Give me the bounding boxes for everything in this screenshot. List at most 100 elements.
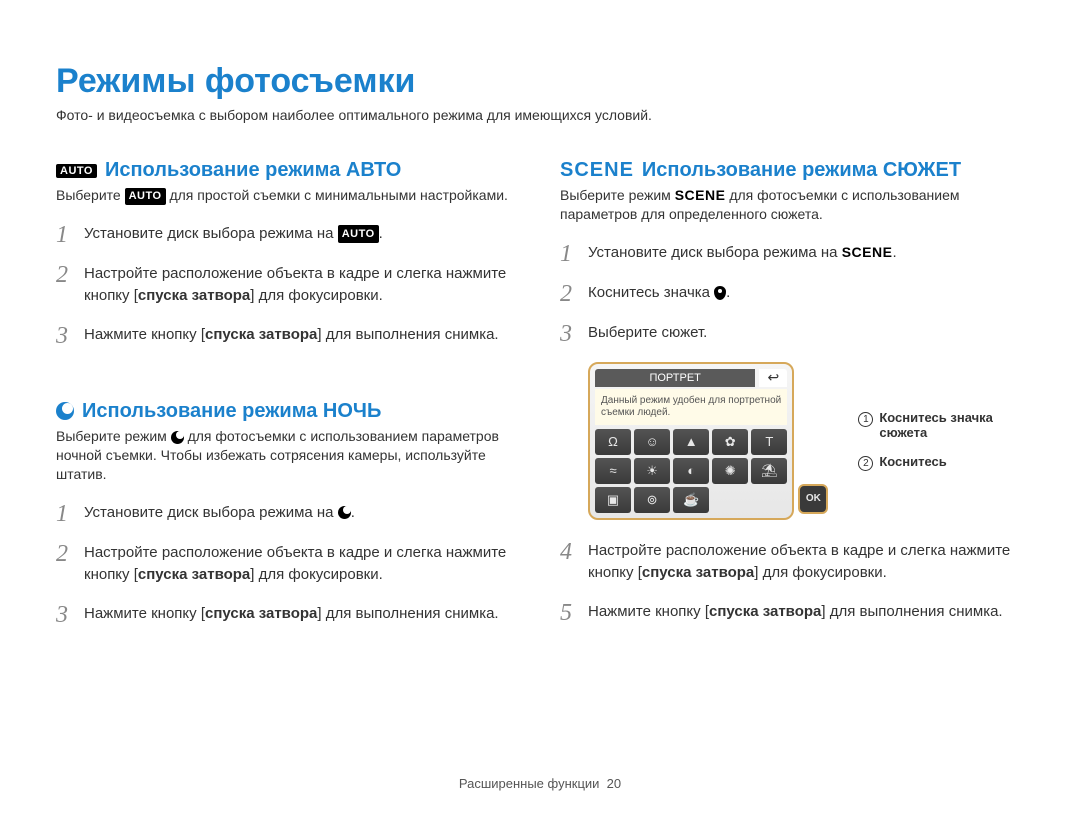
auto-intro: Выберите AUTO для простой съемки с миним… [56, 186, 520, 205]
night-step-3: 3 Нажмите кнопку [спуска затвора] для вы… [56, 603, 520, 627]
scene-intro: Выберите режим SCENE для фотосъемки с ис… [560, 186, 1024, 224]
scene-cell-frame[interactable]: ▣ [595, 487, 631, 513]
scene-step-5: 5 Нажмите кнопку [спуска затвора] для вы… [560, 601, 1024, 625]
step-text: Нажмите кнопку [спуска затвора] для выпо… [84, 324, 520, 347]
scene-grid: Ω ☺ ▲ ✿ T ≈ ☀ ◐ ✺ ⛱ ▣ ⊚ ☕ [595, 429, 787, 513]
scene-ui-panel: ПОРТРЕТ ↩ Данный режим удобен для портре… [588, 362, 1024, 520]
auto-badge: AUTO [56, 164, 97, 178]
circle-number-icon: 1 [858, 412, 873, 427]
scene-step1-pre: Установите диск выбора режима на [588, 244, 842, 261]
scene-step-1: 1 Установите диск выбора режима на SCENE… [560, 242, 1024, 266]
step-text: Настройте расположение объекта в кадре и… [588, 540, 1024, 585]
auto-step-1: 1 Установите диск выбора режима на AUTO. [56, 223, 520, 247]
step-text: Установите диск выбора режима на AUTO. [84, 223, 520, 246]
auto-intro-post: для простой съемки с минимальными настро… [166, 187, 508, 203]
section-auto: AUTO Использование режима АВТО Выберите … [56, 159, 520, 348]
page-footer: Расширенные функции 20 [0, 776, 1080, 791]
side-note-text: Коснитесь значка сюжета [879, 410, 1024, 440]
scene-cell-food[interactable]: ☕ [673, 487, 709, 513]
content-columns: AUTO Использование режима АВТО Выберите … [56, 159, 1024, 643]
scene-ui-desc: Данный режим удобен для портретной съемк… [595, 389, 787, 425]
step-number: 3 [560, 322, 578, 346]
scene-cell-landscape[interactable]: ▲ [673, 429, 709, 455]
step-number: 2 [56, 542, 74, 566]
ok-button[interactable]: OK [798, 484, 828, 514]
side-note-text: Коснитесь [879, 454, 946, 471]
side-note-1: 1 Коснитесь значка сюжета [858, 410, 1024, 440]
circle-number-icon: 2 [858, 456, 873, 471]
footer-page-number: 20 [607, 776, 621, 791]
side-note-2: 2 Коснитесь [858, 454, 1024, 471]
step-text: Настройте расположение объекта в кадре и… [84, 263, 520, 308]
scene-side-notes: 1 Коснитесь значка сюжета 2 Коснитесь [858, 410, 1024, 471]
scene-cell-empty [712, 487, 748, 513]
drop-icon [714, 286, 726, 300]
scene-ui-title: ПОРТРЕТ [595, 369, 755, 387]
step-number: 1 [56, 223, 74, 247]
scene-step-3: 3 Выберите сюжет. [560, 322, 1024, 346]
night-heading: Использование режима НОЧЬ [56, 400, 520, 423]
scene-step1-post: . [892, 244, 896, 261]
auto-step1-post: . [379, 225, 383, 242]
step-text: Установите диск выбора режима на . [84, 502, 520, 525]
scene-step-4: 4 Настройте расположение объекта в кадре… [560, 540, 1024, 585]
scene-cell-portrait[interactable]: Ω [595, 429, 631, 455]
bold-term: спуска затвора [138, 566, 250, 583]
step-number: 3 [56, 603, 74, 627]
scene-cell-backlight[interactable]: ◐ [673, 458, 709, 484]
back-icon[interactable]: ↩ [759, 369, 787, 387]
scene-cell-beach[interactable]: ⛱ [751, 458, 787, 484]
step-text: Нажмите кнопку [спуска затвора] для выпо… [84, 603, 520, 626]
scene-badge-icon: SCENE [675, 187, 726, 203]
bold-term: спуска затвора [709, 603, 821, 620]
night-step-1: 1 Установите диск выбора режима на . [56, 502, 520, 526]
moon-icon [171, 431, 184, 444]
step-text: Установите диск выбора режима на SCENE. [588, 242, 1024, 265]
moon-icon [56, 402, 74, 420]
night-step-2: 2 Настройте расположение объекта в кадре… [56, 542, 520, 587]
scene-badge-icon: SCENE [842, 244, 893, 260]
step-number: 2 [56, 263, 74, 287]
scene-cell-closeup[interactable]: ✿ [712, 429, 748, 455]
scene-cell-network[interactable]: ⊚ [634, 487, 670, 513]
step-text: Нажмите кнопку [спуска затвора] для выпо… [588, 601, 1024, 624]
auto-badge-icon: AUTO [125, 188, 166, 205]
auto-heading-text: Использование режима АВТО [105, 159, 401, 182]
section-night: Использование режима НОЧЬ Выберите режим… [56, 400, 520, 627]
night-heading-text: Использование режима НОЧЬ [82, 400, 381, 423]
scene-heading-text: Использование режима СЮЖЕТ [642, 159, 961, 182]
scene-cell-sunset[interactable]: ≈ [595, 458, 631, 484]
step-number: 4 [560, 540, 578, 564]
auto-intro-pre: Выберите [56, 187, 125, 203]
step-text: Коснитесь значка . [588, 282, 1024, 305]
scene-ui: ПОРТРЕТ ↩ Данный режим удобен для портре… [588, 362, 794, 520]
left-column: AUTO Использование режима АВТО Выберите … [56, 159, 520, 643]
bold-term: спуска затвора [138, 287, 250, 304]
scene-cell-text[interactable]: T [751, 429, 787, 455]
scene-cell-children[interactable]: ☺ [634, 429, 670, 455]
auto-step1-pre: Установите диск выбора режима на [84, 225, 338, 242]
section-scene: SCENE Использование режима СЮЖЕТ Выберит… [560, 159, 1024, 625]
footer-text: Расширенные функции [459, 776, 600, 791]
bold-term: спуска затвора [205, 326, 317, 343]
page-title: Режимы фотосъемки [56, 62, 1024, 101]
step-number: 2 [560, 282, 578, 306]
auto-step-3: 3 Нажмите кнопку [спуска затвора] для вы… [56, 324, 520, 348]
scene-cell-dawn[interactable]: ☀ [634, 458, 670, 484]
scene-cell-empty [751, 487, 787, 513]
step-text: Настройте расположение объекта в кадре и… [84, 542, 520, 587]
scene-heading: SCENE Использование режима СЮЖЕТ [560, 159, 1024, 182]
scene-ui-header: ПОРТРЕТ ↩ [595, 369, 787, 387]
night-intro: Выберите режим для фотосъемки с использо… [56, 427, 520, 484]
auto-badge-icon: AUTO [338, 225, 379, 244]
auto-step-2: 2 Настройте расположение объекта в кадре… [56, 263, 520, 308]
page-subtitle: Фото- и видеосъемка с выбором наиболее о… [56, 107, 1024, 123]
step-number: 5 [560, 601, 578, 625]
right-column: SCENE Использование режима СЮЖЕТ Выберит… [560, 159, 1024, 643]
step-number: 1 [560, 242, 578, 266]
scene-intro-pre: Выберите режим [560, 187, 675, 203]
auto-heading: AUTO Использование режима АВТО [56, 159, 520, 182]
moon-icon [338, 506, 351, 519]
scene-cell-fireworks[interactable]: ✺ [712, 458, 748, 484]
scene-badge: SCENE [560, 159, 634, 182]
